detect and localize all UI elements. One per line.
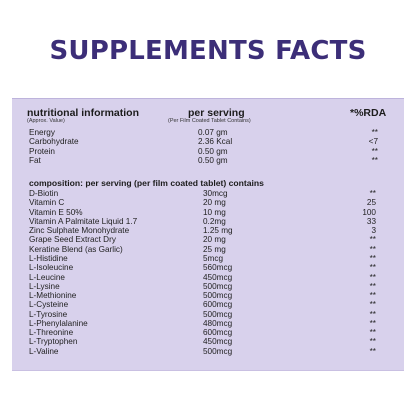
nutrient-rda: ** xyxy=(371,156,378,166)
nutrient-name: Grape Seed Extract Dry xyxy=(29,235,116,245)
table-row: L-Threonine 600mcg ** xyxy=(0,328,416,338)
nutrient-rda: ** xyxy=(369,189,376,198)
nutrient-rda: ** xyxy=(369,309,376,319)
table-row: L-Leucine 450mcg ** xyxy=(0,273,416,283)
nutrient-name: Fat xyxy=(29,156,41,166)
nutrient-name: L-Tyrosine xyxy=(29,309,68,319)
table-row: Protein 0.50 gm ** xyxy=(0,147,416,157)
nutrient-rda: ** xyxy=(369,337,376,347)
nutrient-rda: ** xyxy=(369,346,376,356)
nutrient-name: L-Phenylalanine xyxy=(29,318,88,328)
nutrient-name: Protein xyxy=(29,146,55,156)
nutrient-rda: <7 xyxy=(368,137,378,147)
nutrient-name: L-Cysteine xyxy=(29,300,69,310)
nutrient-name: Vitamin A Palmitate Liquid 1.7 xyxy=(29,216,138,226)
nutrient-name: Vitamin E 50% xyxy=(29,207,83,217)
nutrient-value: 450mcg xyxy=(203,272,233,282)
table-row: Energy 0.07 gm ** xyxy=(0,128,416,138)
table-row: Vitamin A Palmitate Liquid 1.7 0.2mg 33 xyxy=(0,217,416,227)
nutrient-value: 2.36 Kcal xyxy=(198,137,233,147)
nutrient-value: 20 mg xyxy=(203,198,226,208)
composition-header: composition: per serving (per film coate… xyxy=(29,178,264,188)
nutrient-rda: 100 xyxy=(362,207,376,217)
table-row: L-Methionine 500mcg ** xyxy=(0,291,416,301)
table-row: L-Isoleucine 560mcg ** xyxy=(0,263,416,273)
nutrient-value: 0.2mg xyxy=(203,216,226,226)
nutrient-name: L-Methionine xyxy=(29,291,77,301)
nutrient-rda: ** xyxy=(369,281,376,291)
nutrient-rda: ** xyxy=(369,318,376,328)
table-row: Fat 0.50 gm ** xyxy=(0,156,416,166)
nutrient-value: 500mcg xyxy=(203,281,233,291)
table-row: L-Tryptophen 450mcg ** xyxy=(0,337,416,347)
nutrient-name: Carbohydrate xyxy=(29,137,79,147)
nutritional-information-header: nutritional information xyxy=(27,107,139,119)
panel-bottom-divider xyxy=(12,370,404,371)
per-serving-note: (Per Film Coated Tablet Contains) xyxy=(168,118,251,124)
nutrient-value: 500mcg xyxy=(203,291,233,301)
table-row: Zinc Sulphate Monohydrate 1.25 mg 3 xyxy=(0,226,416,236)
nutrient-value: 5mcg xyxy=(203,253,224,263)
nutrient-value: 500mcg xyxy=(203,346,233,356)
nutrient-value: 10 mg xyxy=(203,207,226,217)
nutrient-rda: ** xyxy=(369,235,376,245)
nutrient-name: D-Biotin xyxy=(29,189,59,198)
nutrient-name: Vitamin C xyxy=(29,198,65,208)
nutrient-value: 450mcg xyxy=(203,337,233,347)
rda-header: *%RDA xyxy=(350,107,387,119)
nutrient-name: L-Tryptophen xyxy=(29,337,78,347)
nutrient-value: 560mcg xyxy=(203,263,233,273)
nutrient-value: 480mcg xyxy=(203,318,233,328)
nutrient-rda: ** xyxy=(369,291,376,301)
nutrient-rda: ** xyxy=(369,244,376,254)
table-row: D-Biotin 30mcg ** xyxy=(0,189,416,199)
table-row: L-Tyrosine 500mcg ** xyxy=(0,310,416,320)
nutrient-rda: 3 xyxy=(371,226,376,236)
nutrient-rda: ** xyxy=(371,146,378,156)
nutrient-name: L-Isoleucine xyxy=(29,263,74,273)
nutrient-rda: 25 xyxy=(366,198,376,208)
nutrient-name: L-Valine xyxy=(29,346,59,356)
nutrient-name: L-Histidine xyxy=(29,253,68,263)
nutrient-name: L-Lysine xyxy=(29,281,60,291)
nutrient-rda: 33 xyxy=(366,216,376,226)
table-row: L-Histidine 5mcg ** xyxy=(0,254,416,264)
nutrient-rda: ** xyxy=(369,272,376,282)
facts-panel xyxy=(12,98,404,371)
per-serving-header: per serving xyxy=(188,107,245,119)
nutrient-value: 20 mg xyxy=(203,235,226,245)
nutrient-rda: ** xyxy=(369,263,376,273)
nutrient-rda: ** xyxy=(369,253,376,263)
nutrient-value: 25 mg xyxy=(203,244,226,254)
nutrient-value: 30mcg xyxy=(203,189,228,198)
nutrient-value: 0.50 gm xyxy=(198,156,228,166)
nutrient-value: 500mcg xyxy=(203,309,233,319)
table-row: L-Phenylalanine 480mcg ** xyxy=(0,319,416,329)
table-row: L-Valine 500mcg ** xyxy=(0,347,416,357)
table-row: Grape Seed Extract Dry 20 mg ** xyxy=(0,235,416,245)
page-title: SUPPLEMENTS FACTS xyxy=(49,36,367,66)
table-row: Keratine Blend (as Garlic) 25 mg ** xyxy=(0,245,416,255)
nutrient-name: L-Leucine xyxy=(29,272,65,282)
nutrient-value: 600mcg xyxy=(203,328,233,338)
nutrient-name: Keratine Blend (as Garlic) xyxy=(29,244,123,254)
nutrient-name: Energy xyxy=(29,128,55,137)
nutrient-value: 600mcg xyxy=(203,300,233,310)
nutrient-rda: ** xyxy=(369,328,376,338)
nutrient-name: Zinc Sulphate Monohydrate xyxy=(29,226,130,236)
nutrient-name: L-Threonine xyxy=(29,328,74,338)
nutrient-value: 0.50 gm xyxy=(198,146,228,156)
nutrient-value: 1.25 mg xyxy=(203,226,233,236)
table-row: L-Cysteine 600mcg ** xyxy=(0,300,416,310)
nutrient-rda: ** xyxy=(369,300,376,310)
table-row: Vitamin E 50% 10 mg 100 xyxy=(0,208,416,218)
table-row: L-Lysine 500mcg ** xyxy=(0,282,416,292)
approx-value-note: (Approx. Value) xyxy=(27,118,65,124)
table-row: Vitamin C 20 mg 25 xyxy=(0,198,416,208)
table-row: Carbohydrate 2.36 Kcal <7 xyxy=(0,137,416,147)
nutrient-value: 0.07 gm xyxy=(198,128,228,137)
nutrient-rda: ** xyxy=(371,128,378,137)
